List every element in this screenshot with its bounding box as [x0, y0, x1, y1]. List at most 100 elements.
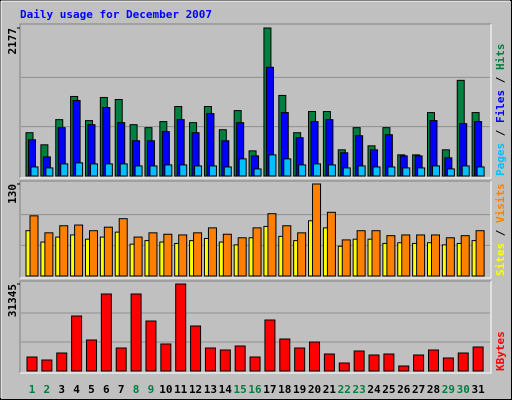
- bar: [372, 166, 381, 177]
- x-tick-label: 1: [29, 383, 36, 396]
- legend: KBytes: [494, 331, 507, 371]
- legend-separator: /: [494, 70, 507, 90]
- bar: [342, 167, 351, 177]
- bar: [417, 167, 426, 177]
- x-tick-label: 24: [367, 383, 381, 396]
- bar: [309, 341, 321, 372]
- bar: [264, 319, 276, 372]
- bar: [445, 237, 455, 277]
- bar: [237, 237, 247, 277]
- bar: [341, 239, 351, 277]
- y-tick-label: 130: [6, 184, 19, 204]
- bar: [194, 165, 203, 177]
- bar: [234, 345, 246, 372]
- y-tick-label: 31345: [6, 284, 19, 317]
- bar: [427, 349, 439, 372]
- x-tick-label: 5: [88, 383, 95, 396]
- x-tick-label: 9: [148, 383, 155, 396]
- bar: [323, 353, 335, 372]
- bar: [327, 164, 336, 177]
- bar: [267, 213, 277, 277]
- x-tick-label: 18: [278, 383, 291, 396]
- bar: [164, 164, 173, 177]
- bar: [413, 354, 425, 372]
- bar: [387, 166, 396, 177]
- bar: [313, 163, 322, 177]
- bar: [326, 211, 336, 277]
- x-tick-label: 31: [471, 383, 485, 396]
- legend: Pages / Files / Hits: [494, 44, 507, 177]
- bar: [88, 230, 98, 277]
- bar: [74, 224, 84, 277]
- bar: [148, 232, 158, 277]
- bar: [130, 293, 142, 372]
- panel-bevel: [19, 280, 491, 373]
- bar: [45, 167, 54, 177]
- bar: [119, 163, 128, 177]
- bar: [163, 233, 173, 277]
- x-tick-label: 7: [118, 383, 125, 396]
- bar: [85, 339, 97, 372]
- bar: [207, 227, 217, 277]
- legend-entry: Hits: [494, 44, 507, 71]
- panel-bevel: [19, 23, 491, 178]
- bar: [460, 235, 470, 277]
- bar: [283, 158, 292, 177]
- bar: [386, 235, 396, 277]
- bar: [356, 230, 366, 277]
- bar: [398, 365, 410, 372]
- bar: [430, 234, 440, 277]
- bar: [402, 167, 411, 177]
- bar: [297, 232, 307, 277]
- x-tick-label: 6: [103, 383, 110, 396]
- bar: [59, 225, 69, 277]
- bar: [279, 338, 291, 372]
- x-tick-label: 25: [382, 383, 395, 396]
- bar: [431, 165, 440, 177]
- bar: [338, 362, 350, 372]
- bar: [134, 165, 143, 177]
- bar: [268, 154, 277, 177]
- bar: [145, 320, 157, 372]
- chart-title: Daily usage for December 2007: [20, 8, 212, 21]
- bar: [298, 164, 307, 177]
- x-tick-label: 30: [457, 383, 470, 396]
- bar: [475, 230, 485, 277]
- bar: [223, 166, 232, 177]
- x-tick-label: 26: [397, 383, 411, 396]
- legend: Sites / Visits: [494, 183, 507, 276]
- bar: [89, 163, 98, 177]
- x-tick-label: 27: [412, 383, 425, 396]
- x-tick-label: 21: [323, 383, 337, 396]
- bar: [368, 354, 380, 372]
- bar: [353, 350, 365, 372]
- panel-bevel: [20, 281, 492, 374]
- x-tick-label: 23: [353, 383, 366, 396]
- bar: [222, 233, 232, 277]
- bar: [357, 165, 366, 177]
- bar: [371, 230, 381, 277]
- legend-entry: Files: [494, 90, 507, 123]
- bar: [252, 227, 262, 277]
- panel-bevel: [20, 24, 492, 179]
- x-tick-label: 12: [189, 383, 202, 396]
- x-tick-label: 28: [427, 383, 440, 396]
- bar: [133, 236, 143, 277]
- x-tick-label: 20: [308, 383, 321, 396]
- bar: [118, 218, 128, 277]
- bar: [472, 346, 484, 372]
- x-tick-label: 29: [442, 383, 455, 396]
- bar: [249, 356, 261, 372]
- bar: [208, 165, 217, 177]
- bar: [160, 343, 172, 372]
- x-tick-label: 4: [73, 383, 80, 396]
- panel-bevel: [19, 180, 491, 278]
- legend-separator: /: [494, 123, 507, 143]
- bar: [60, 163, 69, 177]
- bar: [115, 347, 127, 372]
- bar: [41, 359, 53, 372]
- x-tick-label: 14: [219, 383, 233, 396]
- bar: [442, 357, 454, 372]
- bar: [294, 347, 306, 372]
